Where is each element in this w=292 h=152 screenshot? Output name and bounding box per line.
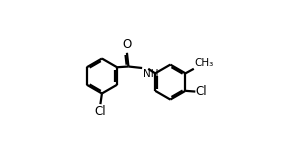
Text: Cl: Cl (196, 85, 207, 98)
Text: NH: NH (142, 69, 158, 79)
Text: Cl: Cl (95, 105, 106, 118)
Text: CH₃: CH₃ (194, 58, 213, 68)
Text: O: O (122, 38, 132, 51)
